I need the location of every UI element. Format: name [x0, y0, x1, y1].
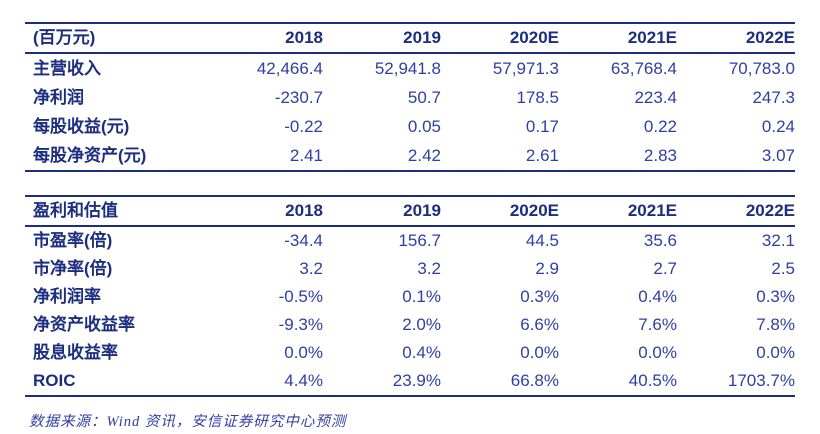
- cell-value: 0.24: [761, 117, 795, 136]
- cell-value: 2.0%: [402, 315, 441, 334]
- row-label: 市盈率(倍): [33, 231, 113, 250]
- table-row-pb: 市净率(倍) 3.2 3.2 2.9 2.7 2.5: [25, 255, 795, 283]
- cell-value: 247.3: [752, 88, 795, 107]
- cell-value: 0.22: [643, 117, 677, 136]
- cell-value: 7.6%: [638, 315, 677, 334]
- cell-value: 0.4%: [638, 287, 677, 306]
- cell-value: 0.0%: [638, 343, 677, 362]
- cell-value: 3.07: [761, 146, 795, 165]
- cell-value: 0.17: [525, 117, 559, 136]
- cell-value: 35.6: [643, 231, 677, 250]
- cell-value: 2.9: [535, 259, 559, 278]
- row-label: 股息收益率: [33, 343, 118, 362]
- cell-value: 0.4%: [402, 343, 441, 362]
- valuation-header: 盈利和估值 2018 2019 2020E 2021E 2022E: [25, 196, 795, 227]
- unit-header: (百万元): [25, 23, 205, 54]
- cell-value: -0.22: [284, 117, 323, 136]
- cell-value: 57,971.3: [492, 59, 559, 78]
- table-row-net-margin: 净利润率 -0.5% 0.1% 0.3% 0.4% 0.3%: [25, 283, 795, 311]
- row-label: 净利润: [33, 88, 84, 107]
- row-label: 净资产收益率: [33, 315, 135, 334]
- cell-value: 23.9%: [392, 371, 441, 390]
- table-row-roe: 净资产收益率 -9.3% 2.0% 6.6% 7.6% 7.8%: [25, 311, 795, 339]
- cell-value: 156.7: [398, 231, 441, 250]
- cell-value: 63,768.4: [610, 59, 677, 78]
- row-label: 主营收入: [33, 59, 101, 78]
- table-row-roic: ROIC 4.4% 23.9% 66.8% 40.5% 1703.7%: [25, 367, 795, 396]
- cell-value: 2.61: [525, 146, 559, 165]
- cell-value: 0.1%: [402, 287, 441, 306]
- cell-value: 0.3%: [520, 287, 559, 306]
- cell-value: -34.4: [284, 231, 323, 250]
- cell-value: 52,941.8: [374, 59, 441, 78]
- cell-value: 50.7: [407, 88, 441, 107]
- financial-summary-table: (百万元) 2018 2019 2020E 2021E 2022E 主营收入 4…: [25, 22, 795, 172]
- column-header-2022e: 2022E: [677, 196, 795, 227]
- column-header-2022e: 2022E: [677, 23, 795, 54]
- cell-value: 3.2: [299, 259, 323, 278]
- cell-value: 40.5%: [628, 371, 677, 390]
- cell-value: 0.05: [407, 117, 441, 136]
- cell-value: 32.1: [761, 231, 795, 250]
- cell-value: 0.0%: [520, 343, 559, 362]
- column-header-2018: 2018: [205, 196, 323, 227]
- cell-value: 2.5: [771, 259, 795, 278]
- table-row-bvps: 每股净资产(元) 2.41 2.42 2.61 2.83 3.07: [25, 141, 795, 171]
- cell-value: 0.0%: [756, 343, 795, 362]
- cell-value: 178.5: [516, 88, 559, 107]
- header-row: (百万元) 2018 2019 2020E 2021E 2022E: [25, 23, 795, 54]
- cell-value: -9.3%: [278, 315, 323, 334]
- column-header-2020e: 2020E: [441, 196, 559, 227]
- table-gap: [25, 172, 795, 195]
- cell-value: 3.2: [417, 259, 441, 278]
- table-row-dividend-yield: 股息收益率 0.0% 0.4% 0.0% 0.0% 0.0%: [25, 339, 795, 367]
- data-source-note: 数据来源：Wind 资讯，安信证券研究中心预测: [29, 414, 347, 430]
- cell-value: 2.83: [643, 146, 677, 165]
- cell-value: 6.6%: [520, 315, 559, 334]
- valuation-table: 盈利和估值 2018 2019 2020E 2021E 2022E 市盈率(倍)…: [25, 195, 795, 397]
- tables-container: (百万元) 2018 2019 2020E 2021E 2022E 主营收入 4…: [25, 22, 795, 431]
- column-header-2019: 2019: [323, 23, 441, 54]
- cell-value: 2.7: [653, 259, 677, 278]
- column-header-2018: 2018: [205, 23, 323, 54]
- cell-value: 0.3%: [756, 287, 795, 306]
- header-row: 盈利和估值 2018 2019 2020E 2021E 2022E: [25, 196, 795, 227]
- row-label: 每股净资产(元): [33, 146, 147, 165]
- cell-value: -230.7: [274, 88, 323, 107]
- column-header-2021e: 2021E: [559, 23, 677, 54]
- cell-value: 66.8%: [510, 371, 559, 390]
- cell-value: 7.8%: [756, 315, 795, 334]
- cell-value: 1703.7%: [727, 371, 795, 390]
- cell-value: 42,466.4: [256, 59, 323, 78]
- cell-value: 2.41: [289, 146, 323, 165]
- financial-summary-header: (百万元) 2018 2019 2020E 2021E 2022E: [25, 23, 795, 54]
- row-label: 每股收益(元): [33, 117, 130, 136]
- row-label: 净利润率: [33, 287, 101, 306]
- cell-value: 44.5: [525, 231, 559, 250]
- cell-value: 223.4: [634, 88, 677, 107]
- column-header-2021e: 2021E: [559, 196, 677, 227]
- table-row-eps: 每股收益(元) -0.22 0.05 0.17 0.22 0.24: [25, 112, 795, 141]
- column-header-2019: 2019: [323, 196, 441, 227]
- table-row-revenue: 主营收入 42,466.4 52,941.8 57,971.3 63,768.4…: [25, 53, 795, 83]
- valuation-title-header: 盈利和估值: [25, 196, 205, 227]
- cell-value: 70,783.0: [728, 59, 795, 78]
- table-row-pe: 市盈率(倍) -34.4 156.7 44.5 35.6 32.1: [25, 226, 795, 255]
- table-row-net-profit: 净利润 -230.7 50.7 178.5 223.4 247.3: [25, 83, 795, 112]
- cell-value: -0.5%: [278, 287, 323, 306]
- row-label: 市净率(倍): [33, 259, 113, 278]
- cell-value: 4.4%: [284, 371, 323, 390]
- cell-value: 0.0%: [284, 343, 323, 362]
- row-label: ROIC: [33, 371, 76, 390]
- column-header-2020e: 2020E: [441, 23, 559, 54]
- cell-value: 2.42: [407, 146, 441, 165]
